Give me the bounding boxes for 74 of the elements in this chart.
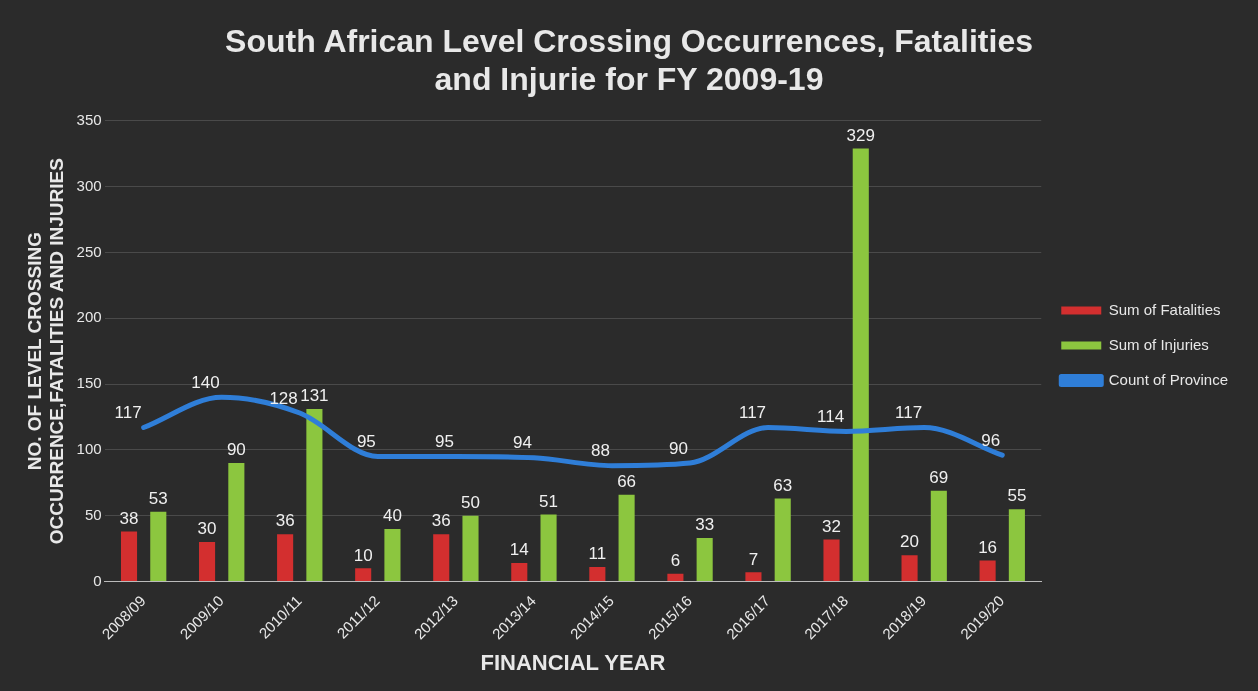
y-tick-label: 100 <box>76 440 102 458</box>
data-label: 36 <box>275 511 295 531</box>
bar <box>384 528 401 582</box>
bar <box>696 538 713 582</box>
bar <box>277 534 294 582</box>
bar <box>540 514 557 582</box>
data-label: 95 <box>356 432 376 452</box>
bar <box>306 409 323 582</box>
data-label: 33 <box>695 515 715 535</box>
bar <box>150 511 167 582</box>
data-label: 117 <box>114 403 142 423</box>
data-label: 69 <box>929 467 949 487</box>
bar <box>901 555 918 582</box>
data-label: 90 <box>226 440 246 460</box>
bar <box>667 573 684 582</box>
data-label: 95 <box>434 432 454 452</box>
data-label: 63 <box>773 475 793 495</box>
bar <box>228 463 245 582</box>
data-label: 30 <box>197 519 217 539</box>
legend-label: Sum of Fatalities <box>1108 300 1221 318</box>
data-label: 117 <box>895 403 923 423</box>
data-label: 6 <box>670 550 681 570</box>
data-label: 329 <box>846 125 875 145</box>
data-label: 96 <box>981 430 1001 450</box>
data-label: 66 <box>617 471 637 491</box>
bar <box>930 490 947 582</box>
y-tick-label: 50 <box>84 505 102 523</box>
data-label: 128 <box>269 388 298 408</box>
legend-label: Count of Province <box>1108 370 1228 388</box>
data-label: 51 <box>539 491 559 511</box>
bar <box>979 560 996 582</box>
data-label: 36 <box>431 511 451 531</box>
data-label: 10 <box>353 545 373 565</box>
bar <box>462 515 479 582</box>
y-tick-label: 300 <box>76 176 102 194</box>
bar <box>120 531 138 582</box>
data-label: 11 <box>588 544 607 564</box>
bar <box>589 567 606 582</box>
data-label: 114 <box>817 407 845 427</box>
y-tick-label: 0 <box>93 571 102 589</box>
y-tick-label: 350 <box>76 110 102 128</box>
data-label: 131 <box>300 386 329 406</box>
data-label: 94 <box>513 433 532 453</box>
y-axis-title: NO. OF LEVEL CROSSING OCCURRENCE,FATALITIES AND INJURIES <box>23 158 68 545</box>
x-axis-title: FINANCIAL YEAR <box>480 649 666 675</box>
chart-title: South African Level Crossing Occurrences, Fatalities and Injurie for FY 2009-19 <box>225 23 1033 98</box>
bar <box>355 568 372 582</box>
legend-label: Sum of Injuries <box>1108 335 1209 353</box>
bar <box>618 494 635 582</box>
data-label: 14 <box>509 540 529 560</box>
data-label: 38 <box>119 508 139 528</box>
bar <box>745 572 762 582</box>
data-label: 117 <box>738 403 767 423</box>
bar <box>774 498 791 582</box>
bar <box>823 539 840 582</box>
data-label: 55 <box>1007 486 1027 506</box>
bar <box>1008 509 1025 582</box>
data-label: 7 <box>748 549 759 569</box>
bar <box>852 148 869 582</box>
data-label: 53 <box>148 488 168 508</box>
data-label: 20 <box>900 532 920 552</box>
data-label: 90 <box>669 438 689 458</box>
y-tick-label: 200 <box>76 308 102 326</box>
data-label: 40 <box>382 506 402 526</box>
data-label: 16 <box>978 537 998 557</box>
y-tick-label: 150 <box>76 374 102 392</box>
data-label: 88 <box>591 441 610 461</box>
bar <box>433 534 450 582</box>
data-label: 50 <box>461 492 480 512</box>
y-tick-label: 250 <box>76 242 102 260</box>
data-label: 140 <box>191 372 220 392</box>
bar <box>199 542 216 582</box>
data-label: 32 <box>822 516 841 536</box>
bar <box>511 563 528 582</box>
